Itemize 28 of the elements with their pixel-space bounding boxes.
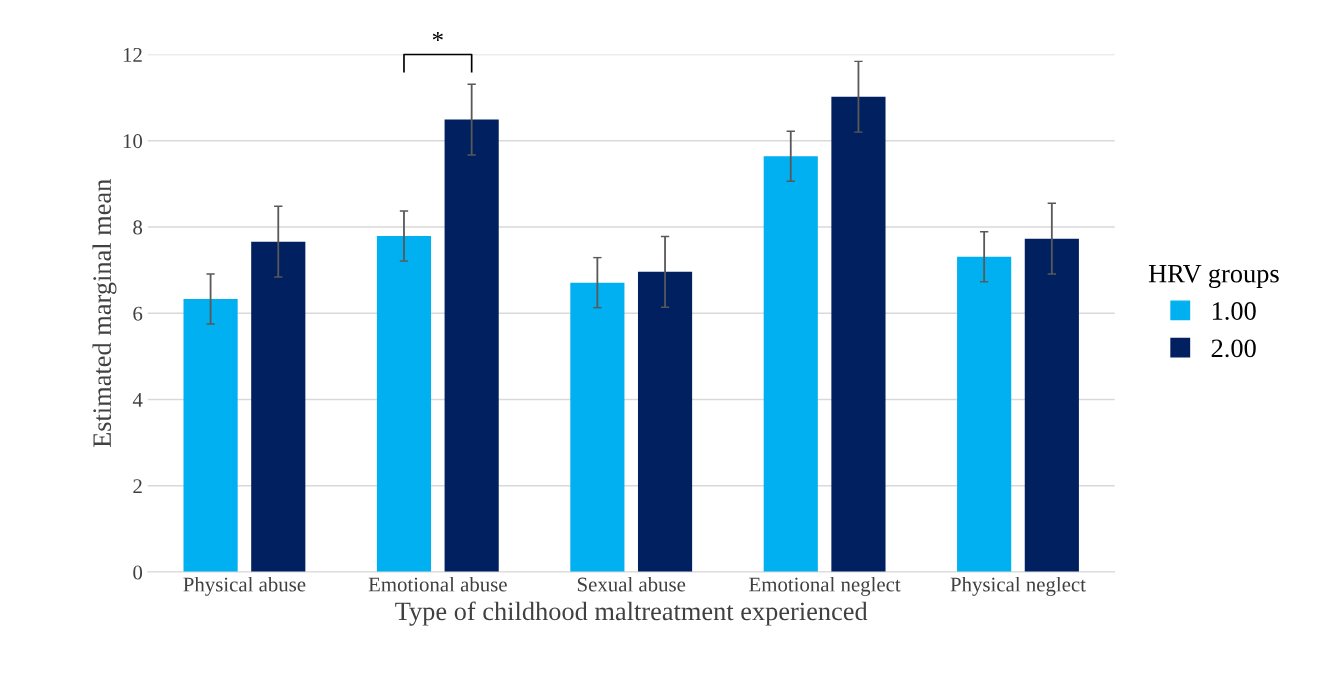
y-tick-label: 10 xyxy=(123,134,143,149)
legend-title: HRV groups xyxy=(1148,265,1279,288)
bar xyxy=(570,282,625,573)
y-axis-title: Estimated marginal mean xyxy=(92,179,117,448)
bar xyxy=(444,119,499,573)
x-tick-label: Physical abuse xyxy=(183,576,306,596)
x-tick-label: Emotional abuse xyxy=(368,576,507,592)
bar xyxy=(251,241,306,573)
text: * xyxy=(432,31,443,42)
legend-label: 1.00 xyxy=(1212,302,1256,321)
x-axis-title: Type of childhood maltreatment experienced xyxy=(395,601,868,626)
y-tick-label: 6 xyxy=(133,306,143,321)
bar xyxy=(763,156,818,573)
bar xyxy=(1024,238,1079,573)
bar xyxy=(831,96,886,573)
y-tick-label: 2 xyxy=(133,479,142,494)
bar xyxy=(957,256,1012,573)
y-tick-label: 0 xyxy=(133,565,143,580)
bar xyxy=(637,271,693,573)
x-tick-label: Physical neglect xyxy=(950,576,1086,596)
y-tick-label: 8 xyxy=(133,220,143,235)
legend-label: 2.00 xyxy=(1211,339,1256,358)
y-tick-label: 12 xyxy=(123,47,142,62)
y-tick-label: 4 xyxy=(132,393,143,407)
bar xyxy=(183,299,238,573)
bar xyxy=(376,236,432,573)
x-tick-label: Emotional neglect xyxy=(749,576,901,596)
x-tick-label: Sexual abuse xyxy=(577,576,686,592)
